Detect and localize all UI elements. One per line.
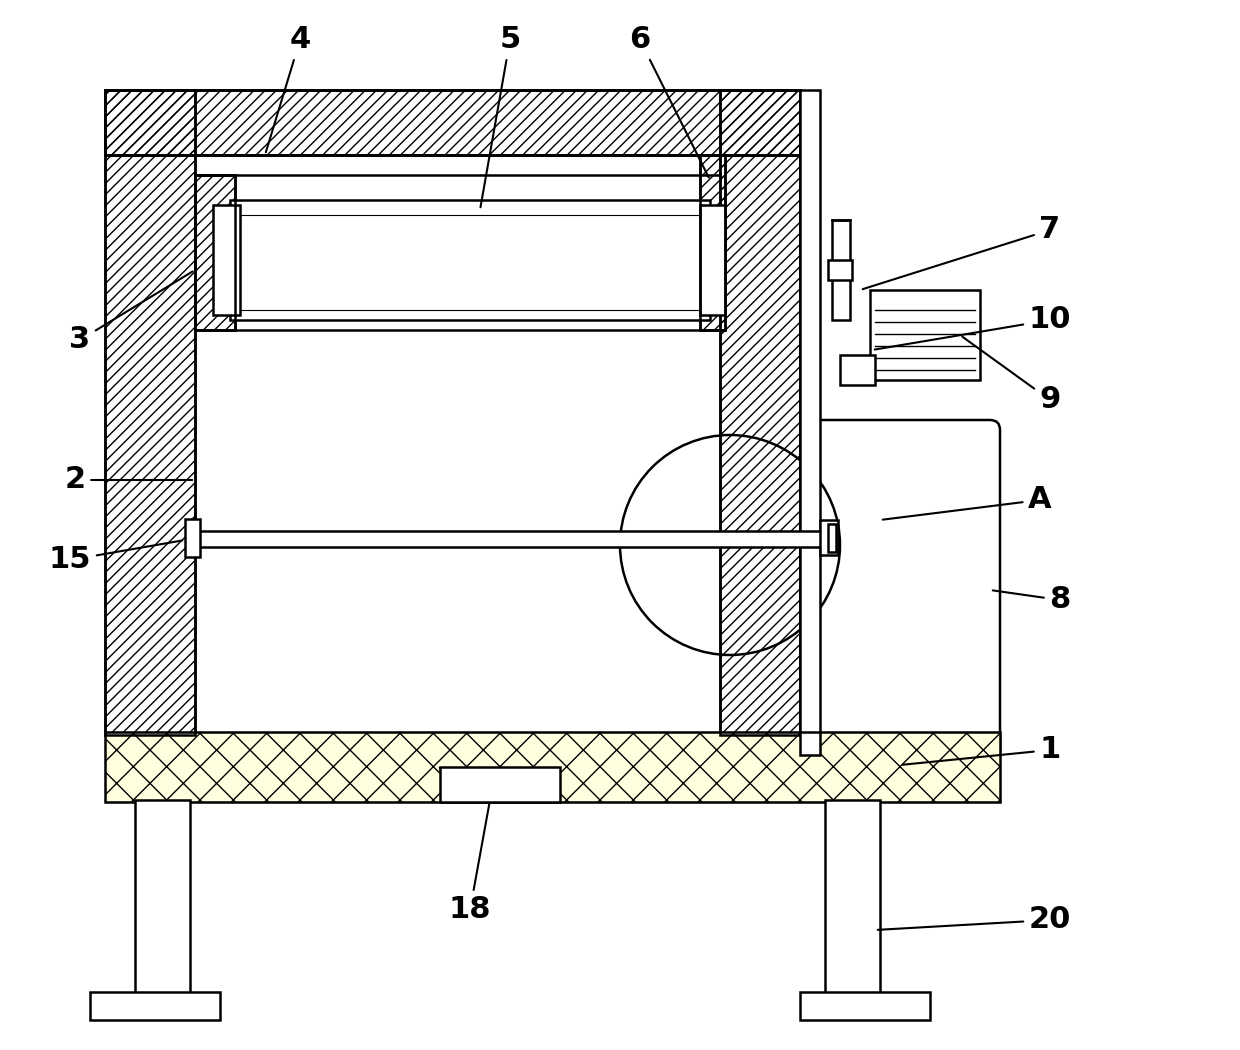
Bar	[720, 90, 800, 735]
Text: 4: 4	[265, 25, 311, 152]
Text: 8: 8	[993, 586, 1070, 614]
Text: 10: 10	[874, 306, 1071, 350]
Text: 7: 7	[863, 215, 1060, 289]
Bar	[135, 800, 190, 1000]
Text: 15: 15	[48, 541, 182, 574]
Bar	[440, 766, 560, 802]
Text: 3: 3	[69, 272, 192, 355]
Text: 6: 6	[630, 25, 709, 177]
Bar	[870, 290, 980, 380]
Bar	[720, 90, 800, 735]
Bar	[195, 175, 236, 330]
Bar	[825, 800, 880, 1000]
Bar	[832, 220, 849, 320]
Bar	[828, 524, 836, 552]
Bar	[701, 155, 725, 330]
Bar	[701, 205, 725, 315]
Bar	[195, 531, 830, 547]
Bar	[105, 90, 195, 735]
Bar	[241, 215, 701, 310]
Bar	[213, 205, 241, 315]
Bar	[820, 520, 838, 555]
Text: 9: 9	[962, 337, 1060, 415]
FancyBboxPatch shape	[810, 420, 999, 765]
Text: A: A	[883, 485, 1052, 520]
Bar	[800, 90, 820, 755]
Bar	[105, 90, 800, 155]
Bar	[195, 175, 236, 330]
Bar	[229, 200, 711, 320]
Bar	[701, 155, 725, 330]
Bar	[105, 90, 800, 155]
Bar	[105, 732, 999, 802]
Text: 2: 2	[64, 465, 192, 495]
Bar	[185, 519, 200, 557]
Bar	[839, 355, 875, 385]
Bar	[241, 215, 701, 310]
Text: 1: 1	[903, 735, 1060, 764]
Bar	[105, 732, 999, 802]
Bar	[800, 992, 930, 1020]
Text: 18: 18	[449, 803, 491, 924]
Bar	[200, 536, 825, 545]
Bar	[91, 992, 219, 1020]
Text: 5: 5	[480, 25, 521, 207]
Text: 20: 20	[878, 905, 1071, 934]
Bar	[105, 90, 195, 735]
Bar	[828, 260, 852, 280]
